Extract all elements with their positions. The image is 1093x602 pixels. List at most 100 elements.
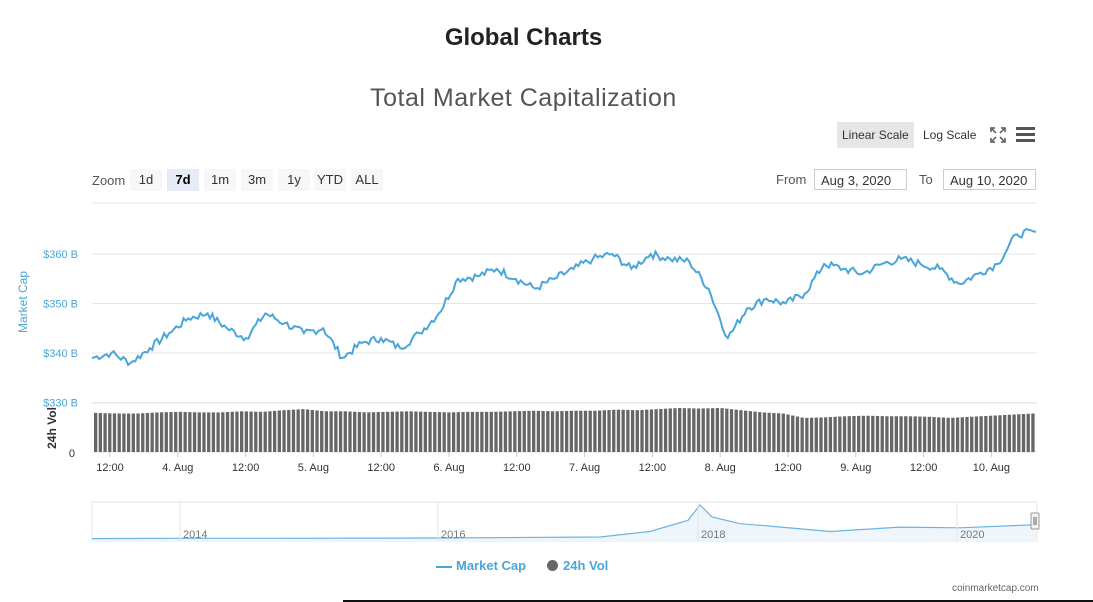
volume-bar xyxy=(1026,413,1030,452)
volume-bar xyxy=(338,411,343,452)
to-date-input[interactable]: Aug 10, 2020 xyxy=(943,169,1036,190)
volume-bar xyxy=(272,410,277,452)
volume-bar xyxy=(1007,414,1012,452)
volume-bar xyxy=(386,411,390,452)
volume-bar xyxy=(706,408,710,452)
volume-bar xyxy=(838,416,842,452)
log-scale-button[interactable]: Log Scale xyxy=(923,128,977,142)
y-tick-label: $340 B xyxy=(43,348,78,360)
credits[interactable]: coinmarketcap.com xyxy=(952,583,1039,594)
volume-bar xyxy=(758,412,762,452)
volume-bar xyxy=(984,415,988,452)
volume-bar xyxy=(659,408,663,452)
x-tick-label: 12:00 xyxy=(367,462,395,474)
volume-bar xyxy=(451,412,456,452)
zoom-ytd-button[interactable]: YTD xyxy=(314,169,346,191)
volume-bar xyxy=(946,417,950,452)
volume-bar xyxy=(329,411,333,452)
zoom-1m-button[interactable]: 1m xyxy=(204,169,236,191)
menu-icon[interactable] xyxy=(1016,127,1035,142)
volume-bar xyxy=(244,411,249,452)
volume-bar xyxy=(1021,414,1026,452)
volume-bar xyxy=(254,411,258,452)
volume-bar xyxy=(993,415,997,452)
zoom-1d-button[interactable]: 1d xyxy=(130,169,162,191)
volume-axis-title: 24h Vol xyxy=(45,407,59,449)
zoom-3m-button[interactable]: 3m xyxy=(241,169,273,191)
volume-bar xyxy=(456,412,460,452)
volume-bar xyxy=(546,411,550,452)
volume-bar xyxy=(320,410,324,452)
volume-bar xyxy=(569,410,574,452)
legend-24h-vol[interactable]: 24h Vol xyxy=(547,558,608,573)
volume-bar xyxy=(145,412,150,452)
volume-bar xyxy=(334,411,338,452)
volume-bar xyxy=(390,411,395,452)
volume-bar xyxy=(428,411,432,452)
volume-bar xyxy=(852,416,856,452)
volume-bar xyxy=(626,409,630,452)
volume-bar xyxy=(282,410,286,452)
fullscreen-icon[interactable] xyxy=(990,127,1006,143)
volume-bar xyxy=(108,413,112,452)
navigator-tick-label: 2020 xyxy=(960,529,984,541)
volume-bar xyxy=(126,413,131,452)
volume-bar xyxy=(555,411,559,452)
volume-bar xyxy=(418,411,423,452)
volume-bar xyxy=(183,412,187,452)
volume-bar xyxy=(753,411,757,452)
volume-bar xyxy=(791,415,795,452)
volume-bar xyxy=(621,409,625,452)
navigator-handle[interactable] xyxy=(1030,512,1040,530)
zoom-all-button[interactable]: ALL xyxy=(351,169,383,191)
volume-bar xyxy=(781,413,785,452)
volume-bar xyxy=(574,410,578,452)
volume-bar xyxy=(489,411,493,452)
volume-bar xyxy=(678,408,682,452)
volume-bar xyxy=(484,411,489,452)
volume-bar xyxy=(263,411,267,452)
volume-bar xyxy=(296,409,300,452)
volume-bar xyxy=(517,411,522,452)
y-axis-title: Market Cap xyxy=(16,271,30,333)
legend-market-cap[interactable]: Market Cap xyxy=(436,558,526,573)
x-tick-label: 12:00 xyxy=(503,462,531,474)
volume-bar xyxy=(889,416,894,452)
zoom-7d-button[interactable]: 7d xyxy=(167,169,199,191)
x-tick-label: 12:00 xyxy=(910,462,938,474)
x-tick-label: 12:00 xyxy=(639,462,667,474)
volume-bar xyxy=(937,417,941,452)
volume-bar xyxy=(94,412,98,452)
volume-bar xyxy=(522,410,526,452)
volume-bar xyxy=(536,410,541,452)
volume-bar xyxy=(560,411,564,452)
volume-bar xyxy=(786,414,790,452)
volume-bar xyxy=(367,412,371,452)
volume-bar xyxy=(894,416,898,452)
volume-bar xyxy=(159,412,164,452)
volume-bar xyxy=(795,416,800,452)
volume-bar xyxy=(635,410,639,452)
from-date-input[interactable]: Aug 3, 2020 xyxy=(814,169,907,190)
volume-bar xyxy=(211,412,216,452)
volume-bar xyxy=(955,417,960,452)
volume-bar xyxy=(857,415,861,452)
volume-bar xyxy=(287,409,291,452)
volume-bar xyxy=(682,408,687,452)
volume-bar xyxy=(725,408,729,452)
volume-bar xyxy=(687,408,691,452)
volume-bar xyxy=(291,409,296,452)
volume-bar xyxy=(701,408,705,452)
navigator-line xyxy=(91,504,1037,540)
zoom-1y-button[interactable]: 1y xyxy=(278,169,310,191)
volume-bar xyxy=(414,411,418,452)
volume-bar xyxy=(475,411,479,452)
y-tick-label: $360 B xyxy=(43,249,78,261)
volume-bar xyxy=(1003,414,1007,452)
volume-bar xyxy=(579,410,583,452)
page-title: Global Charts xyxy=(444,24,603,51)
linear-scale-button[interactable]: Linear Scale xyxy=(837,122,914,148)
volume-bar xyxy=(527,410,531,452)
volume-bar xyxy=(470,411,475,452)
volume-bar xyxy=(951,417,955,452)
